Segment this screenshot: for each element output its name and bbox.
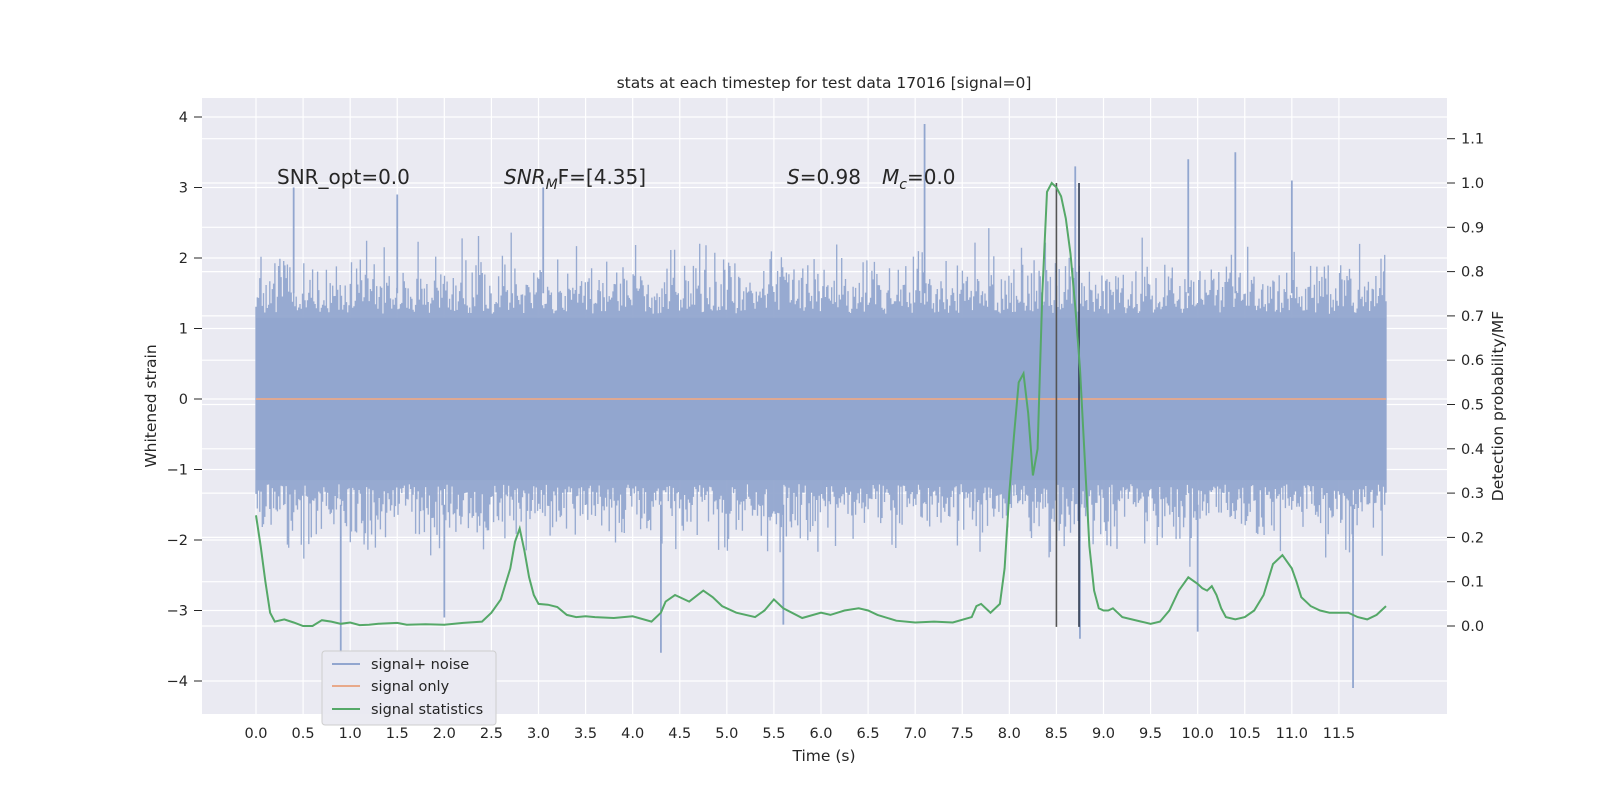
- x-tick-label: 10.0: [1182, 726, 1214, 742]
- annotation-snr-opt: SNR_opt=0.0: [277, 165, 410, 189]
- y-right-axis-label: Detection probability/MF: [1489, 311, 1507, 502]
- annotation-snr-mf-sub: M: [546, 177, 558, 193]
- y-right-tick-label: 0.3: [1461, 486, 1484, 502]
- annotation-snr-mf: SNRMF=[4.35]: [504, 165, 646, 193]
- y-left-axis-label: Whitened strain: [142, 344, 160, 467]
- x-tick-label: 5.5: [762, 726, 785, 742]
- y-left-tick-label: −2: [167, 533, 188, 549]
- x-tick-label: 0.5: [292, 726, 315, 742]
- annotation-mc-main: M: [882, 165, 899, 189]
- annotation-s: S=0.98: [787, 165, 861, 189]
- annotation-mc-rest: =0.0: [907, 165, 956, 189]
- x-axis-ticks: 0.0 0.5 1.0 1.5 2.0 2.5 3.0 3.5 4.0 4.5 5.0 5.5 6.0 6…: [244, 726, 1355, 742]
- y-left-axis-ticks: 4 3 2 1 0 −1 −2 −3 −4: [167, 110, 202, 690]
- x-tick-label: 6.0: [809, 726, 832, 742]
- y-right-tick-label: 0.5: [1461, 398, 1484, 414]
- x-tick-label: 11.5: [1323, 726, 1355, 742]
- x-tick-label: 10.5: [1229, 726, 1261, 742]
- x-tick-label: 0.0: [244, 726, 267, 742]
- legend-label-signal-only: signal only: [371, 679, 450, 695]
- x-tick-label: 1.5: [386, 726, 409, 742]
- x-tick-label: 2.0: [433, 726, 456, 742]
- y-right-tick-label: 0.1: [1461, 575, 1484, 591]
- annotation-snr-mf-rest: F=[4.35]: [558, 165, 646, 189]
- annotation-mc: Mc=0.0: [882, 165, 956, 193]
- y-left-tick-label: 2: [179, 251, 188, 267]
- x-tick-label: 3.0: [527, 726, 550, 742]
- y-right-tick-label: 0.0: [1461, 619, 1484, 635]
- legend: signal+ noise signal only signal statist…: [321, 650, 497, 726]
- x-tick-label: 7.0: [904, 726, 927, 742]
- x-tick-label: 8.5: [1045, 726, 1068, 742]
- y-left-tick-label: 0: [179, 392, 188, 408]
- y-right-tick-label: 1.1: [1461, 132, 1484, 148]
- y-left-tick-label: 4: [179, 110, 188, 126]
- x-tick-label: 9.0: [1092, 726, 1115, 742]
- x-tick-label: 9.5: [1139, 726, 1162, 742]
- legend-label-signal-noise: signal+ noise: [371, 657, 469, 673]
- x-tick-label: 4.0: [621, 726, 644, 742]
- y-right-axis-ticks: 1.1 1.0 0.9 0.8 0.7 0.6 0.5 0.4 0.3 0.2 0.1 0.0: [1447, 132, 1484, 635]
- x-tick-label: 4.5: [668, 726, 691, 742]
- y-left-tick-label: −4: [167, 674, 188, 690]
- legend-label-signal-statistics: signal statistics: [371, 702, 483, 718]
- y-right-tick-label: 0.7: [1461, 309, 1484, 325]
- x-tick-label: 2.5: [480, 726, 503, 742]
- y-right-tick-label: 1.0: [1461, 176, 1484, 192]
- y-right-tick-label: 0.2: [1461, 530, 1484, 546]
- y-left-tick-label: −3: [167, 604, 188, 620]
- y-right-tick-label: 0.8: [1461, 265, 1484, 281]
- y-right-tick-label: 0.6: [1461, 353, 1484, 369]
- annotation-s-main: S: [787, 165, 800, 189]
- annotation-mc-sub: c: [899, 177, 907, 193]
- x-tick-label: 7.5: [951, 726, 974, 742]
- annotation-snr-mf-main: SNR: [504, 165, 546, 189]
- y-right-tick-label: 0.4: [1461, 442, 1484, 458]
- signal-statistics-line: [255, 181, 1387, 627]
- y-left-tick-label: 1: [179, 322, 188, 338]
- x-tick-label: 5.0: [715, 726, 738, 742]
- y-right-tick-label: 0.9: [1461, 220, 1484, 236]
- x-tick-label: 6.5: [857, 726, 880, 742]
- overlay-lines: [255, 181, 1387, 627]
- legend-box: [321, 650, 497, 726]
- annotation-s-rest: =0.98: [800, 165, 861, 189]
- x-tick-label: 1.0: [339, 726, 362, 742]
- x-tick-label: 8.0: [998, 726, 1021, 742]
- x-tick-label: 11.0: [1276, 726, 1308, 742]
- y-left-tick-label: 3: [179, 181, 188, 197]
- y-left-tick-label: −1: [167, 463, 188, 479]
- chart-title: stats at each timestep for test data 170…: [617, 74, 1032, 92]
- x-tick-label: 3.5: [574, 726, 597, 742]
- x-axis-label: Time (s): [791, 747, 855, 765]
